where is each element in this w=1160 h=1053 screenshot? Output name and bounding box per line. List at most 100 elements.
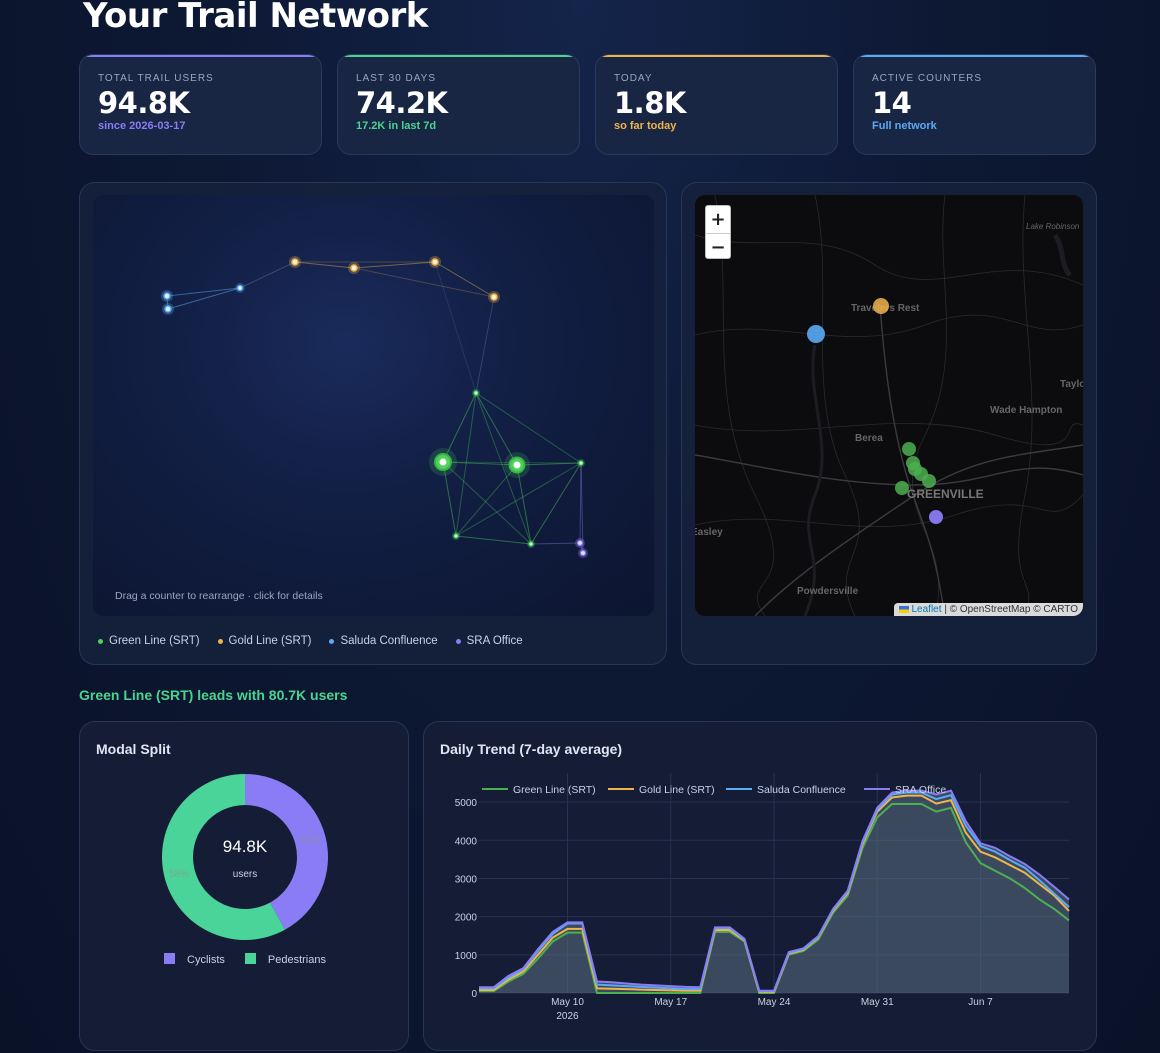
kpi-sub: 17.2K in last 7d <box>356 120 437 132</box>
map-panel: Lake Robinson Travelers Rest Taylo Wade … <box>681 182 1097 665</box>
map-label: Wade Hampton <box>990 405 1063 416</box>
legend-label: Cyclists <box>187 954 225 966</box>
graph-hint: Drag a counter to rearrange · click for … <box>115 590 323 602</box>
y-tick-label: 5000 <box>455 798 478 809</box>
ukraine-flag-icon <box>898 605 909 613</box>
map-marker-green-line[interactable] <box>902 442 916 456</box>
donut-slice-label-cyclists: 42% <box>300 835 320 846</box>
network-edge <box>239 261 296 289</box>
network-edge <box>294 261 355 269</box>
trend-legend-item[interactable]: Gold Line (SRT) <box>608 784 715 796</box>
counter-node[interactable] <box>576 539 584 547</box>
network-edge <box>442 461 532 545</box>
network-edge <box>455 462 582 537</box>
counter-node[interactable] <box>453 533 459 539</box>
kpi-value: 94.8K <box>98 86 190 120</box>
donut-slice-label-pedestrians: 58% <box>169 869 189 880</box>
x-tick-label: May 31 <box>861 997 894 1008</box>
network-edge <box>442 392 477 463</box>
legend-swatch <box>244 953 256 964</box>
kpi-card-today: TODAY 1.8K so far today <box>595 54 838 155</box>
map-highway <box>879 304 946 616</box>
counter-node[interactable] <box>528 541 534 547</box>
legend-dot <box>217 638 223 644</box>
map-marker-green-line[interactable] <box>922 474 936 488</box>
network-edge <box>475 296 495 394</box>
map-road <box>695 314 1083 337</box>
legend-item-green-line[interactable]: Green Line (SRT) <box>98 635 200 647</box>
map-marker-gold-line[interactable] <box>873 298 889 314</box>
donut-slice-pedestrians[interactable] <box>161 774 285 940</box>
counter-node[interactable] <box>490 293 498 301</box>
map-marker-saluda-confluence[interactable] <box>807 325 825 343</box>
kpi-label: LAST 30 DAYS <box>356 73 436 84</box>
network-edge <box>455 464 518 537</box>
network-legend: Green Line (SRT) Gold Line (SRT) Saluda … <box>98 635 523 647</box>
kpi-value: 74.2K <box>356 86 448 120</box>
map-highway <box>695 454 1083 486</box>
kpi-value: 1.8K <box>614 86 686 120</box>
trend-legend-item[interactable]: SRA Office <box>864 784 946 796</box>
series-line-green-line-srt[interactable] <box>479 803 1070 994</box>
map-road <box>814 195 860 616</box>
lead-text: Green Line (SRT) leads with 80.7K users <box>79 687 348 703</box>
map-label: Lake Robinson <box>1026 222 1080 231</box>
y-tick-label: 2000 <box>455 913 478 924</box>
map-label: Taylo <box>1060 379 1083 390</box>
counter-node[interactable] <box>473 390 479 396</box>
legend-item-saluda-confluence[interactable]: Saluda Confluence <box>329 635 438 647</box>
network-edge <box>475 392 532 545</box>
card-title: Modal Split <box>96 741 171 757</box>
legend-swatch <box>164 953 175 964</box>
counter-node[interactable] <box>236 284 244 292</box>
legend-label: SRA Office <box>466 635 523 647</box>
zoom-out-button[interactable]: − <box>706 233 730 260</box>
kpi-label: TODAY <box>614 73 653 84</box>
attribution-text: | © OpenStreetMap © CARTO <box>944 604 1078 615</box>
counter-node[interactable] <box>164 305 172 313</box>
daily-trend-card: Daily Trend (7-day average) 0 1000 2000 300… <box>423 721 1097 1051</box>
legend-item-sra-office[interactable]: SRA Office <box>455 635 523 647</box>
trend-legend-item[interactable]: Green Line (SRT) <box>482 784 596 796</box>
leaflet-link[interactable]: Leaflet <box>911 604 942 615</box>
map-label: GREENVILLE <box>907 487 984 501</box>
map-marker-sra-office[interactable] <box>929 510 943 524</box>
map-road <box>695 494 1083 528</box>
network-edge <box>580 462 584 554</box>
x-tick-label: May 10 <box>551 997 584 1008</box>
network-svg <box>161 256 588 558</box>
series-line-sra-office[interactable] <box>479 789 1070 992</box>
map-marker-green-line[interactable] <box>895 481 909 495</box>
legend-item-cyclists[interactable]: Cyclists <box>164 953 225 966</box>
counter-node[interactable] <box>350 264 358 272</box>
map-lake <box>1052 233 1072 277</box>
legend-item-pedestrians[interactable]: Pedestrians <box>244 953 326 966</box>
donut-slice-cyclists[interactable] <box>245 774 328 930</box>
network-edge <box>166 287 241 297</box>
counter-node[interactable] <box>431 258 439 266</box>
x-tick-label: May 24 <box>758 997 791 1008</box>
counter-node-center <box>439 458 447 466</box>
counter-node[interactable] <box>163 292 171 300</box>
legend-dot <box>98 638 103 644</box>
map-road <box>695 423 1083 445</box>
network-edge <box>579 462 582 544</box>
network-edge <box>434 261 495 298</box>
kpi-sub: so far today <box>614 120 677 132</box>
counter-node[interactable] <box>291 258 299 266</box>
counter-node[interactable] <box>578 460 584 466</box>
network-edge <box>353 261 436 269</box>
counter-node[interactable] <box>579 549 587 557</box>
legend-item-gold-line[interactable]: Gold Line (SRT) <box>217 635 311 647</box>
map-highway <box>754 444 1083 616</box>
map-label: Powdersville <box>797 586 859 597</box>
trend-legend-item[interactable]: Saluda Confluence <box>726 784 846 796</box>
network-edge <box>475 392 518 466</box>
map[interactable]: Lake Robinson Travelers Rest Taylo Wade … <box>695 195 1083 616</box>
donut-center-label: users <box>233 869 257 880</box>
network-edge <box>455 535 532 545</box>
zoom-in-button[interactable]: + <box>710 209 726 230</box>
network-graph[interactable]: Drag a counter to rearrange · click for … <box>93 195 654 616</box>
legend-label: Green Line (SRT) <box>109 635 200 647</box>
